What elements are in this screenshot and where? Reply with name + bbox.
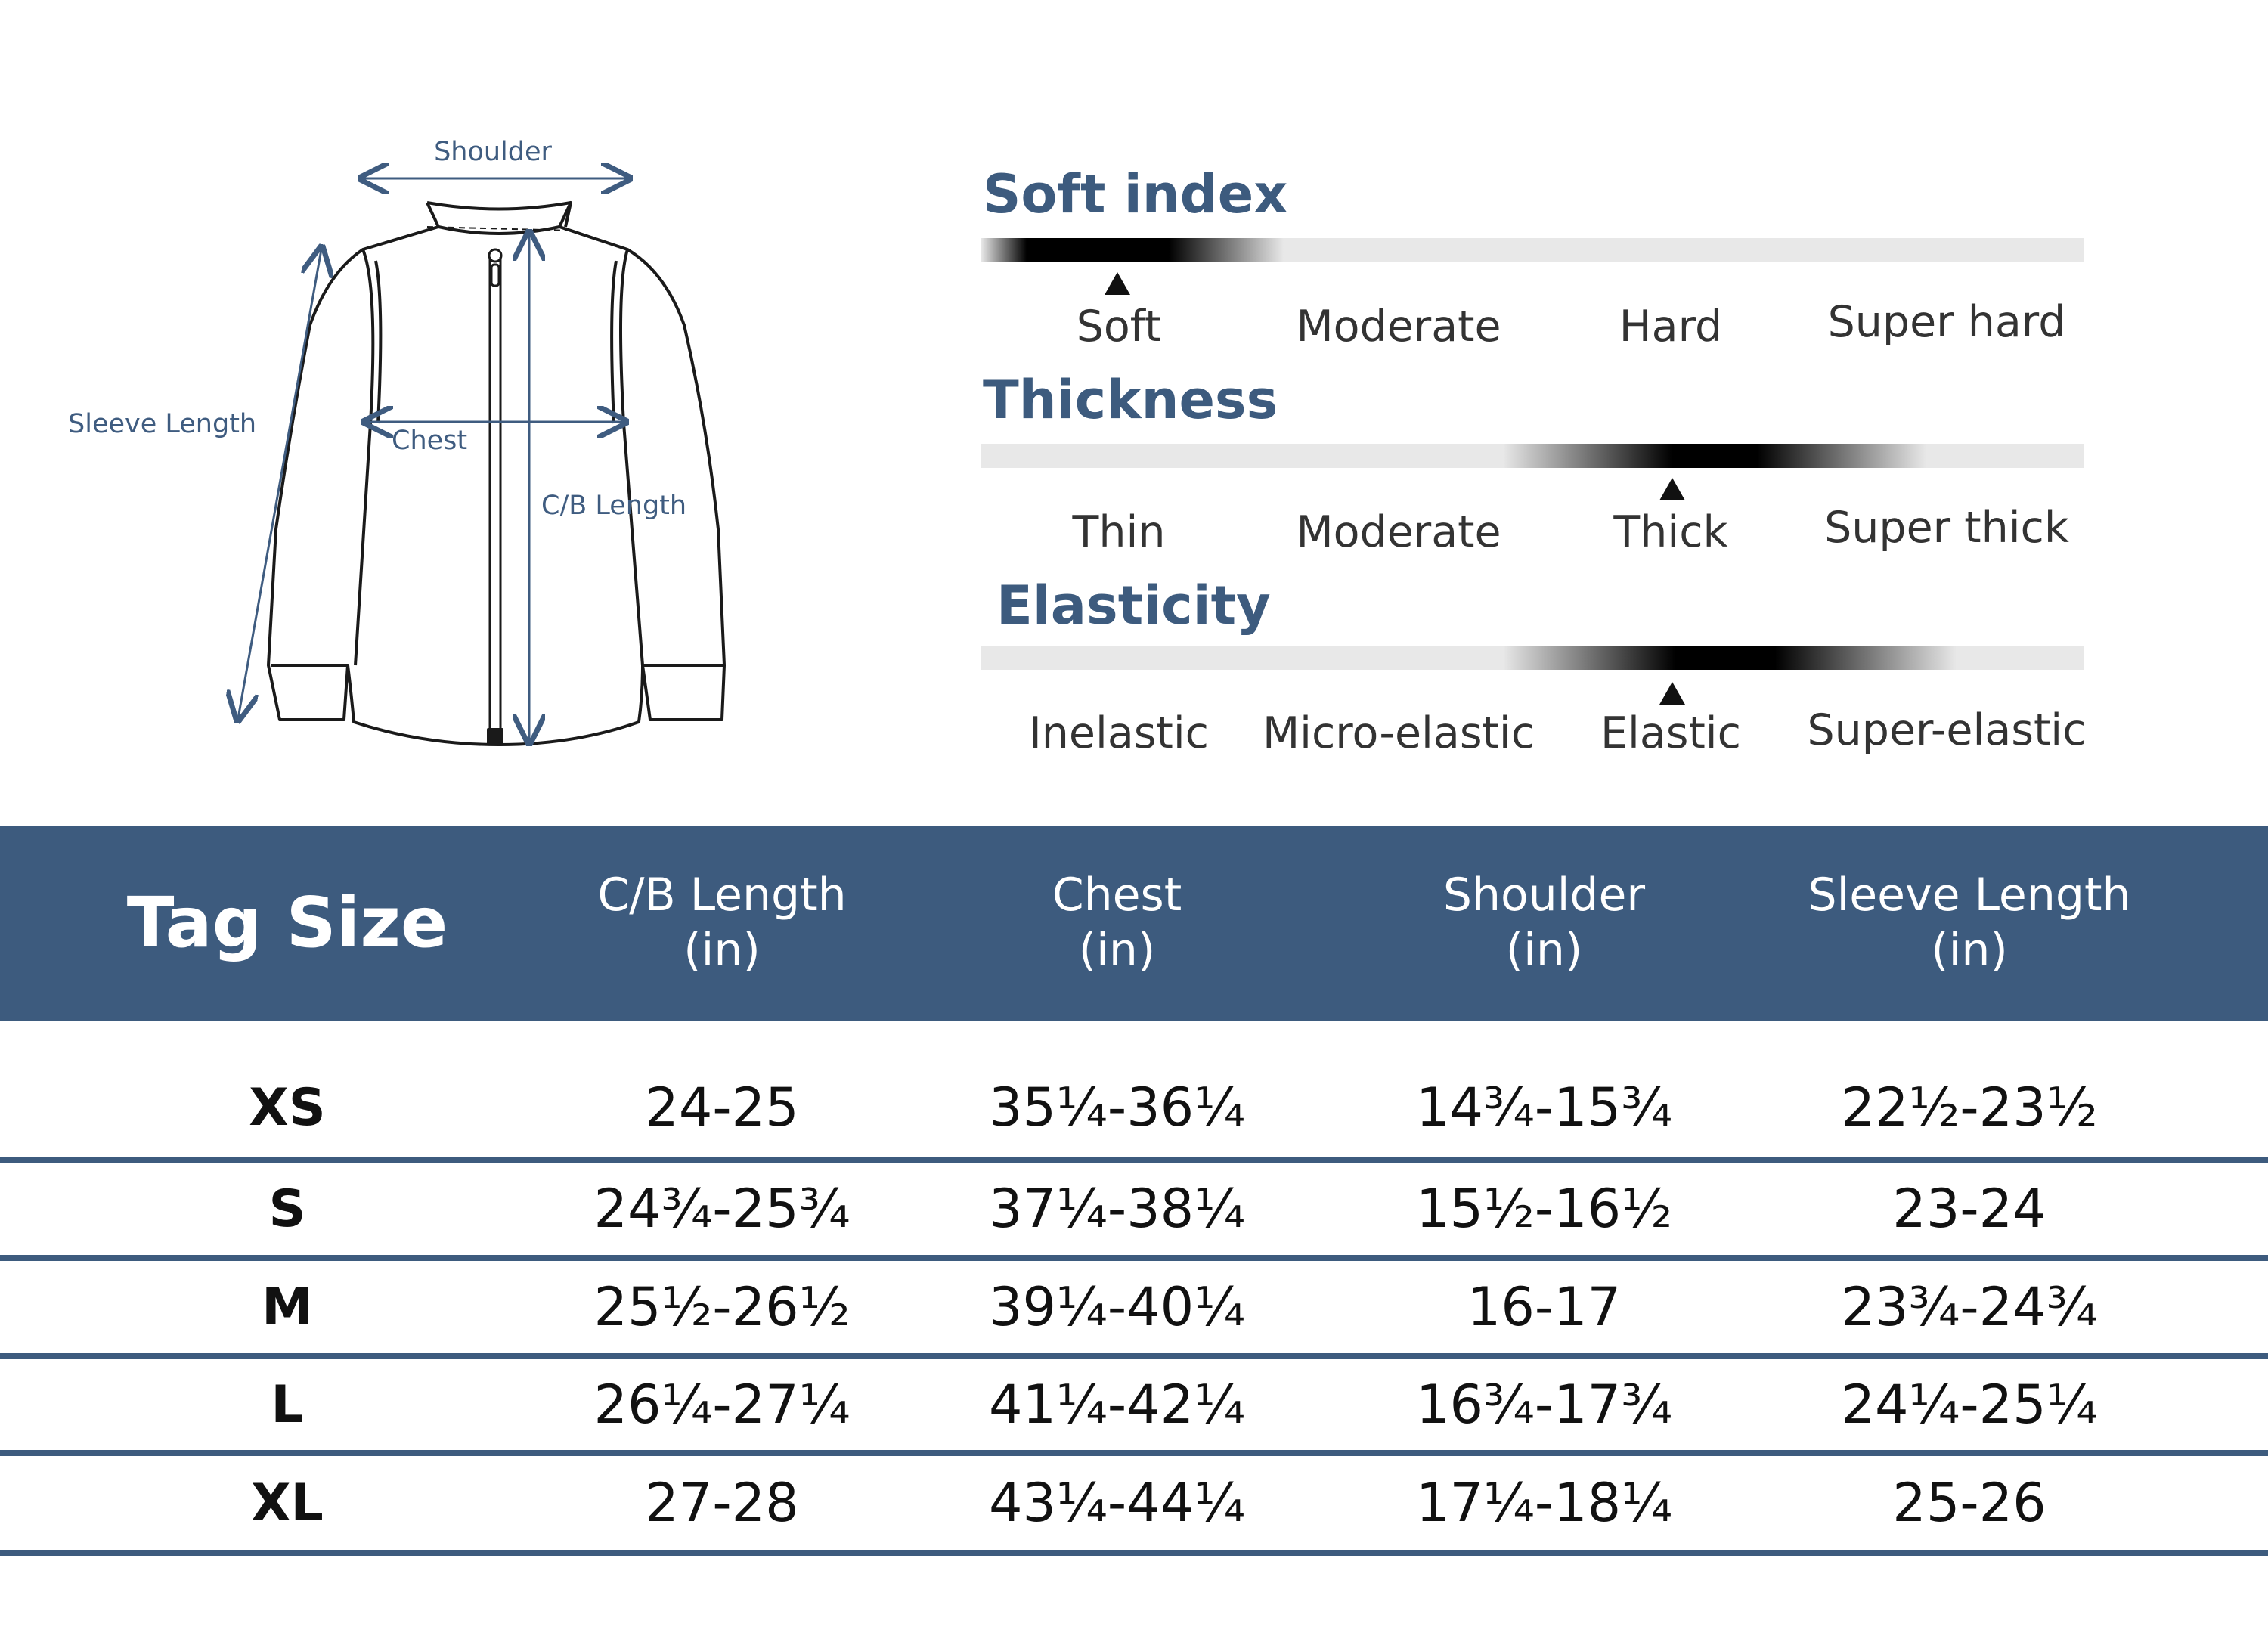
size-cell: M (262, 1277, 313, 1337)
sleeve-length-cell: 24¼-25¼ (1841, 1374, 2098, 1436)
elasticity-highlight (1503, 646, 1957, 670)
table-row: M 25½-26½ 39¼-40¼ 16-17 23¾-24¾ (0, 1261, 2268, 1353)
header-label: Sleeve Length (1808, 868, 2131, 922)
size-table-header: Tag Size C/B Length (in) Chest (in) Shou… (0, 826, 2268, 1021)
header-unit: (in) (1505, 924, 1583, 977)
chest-cell: 39¼-40¼ (988, 1276, 1246, 1338)
shoulder-cell: 16¾-17¾ (1415, 1374, 1673, 1436)
header-sleeve-length: Sleeve Length (in) (1769, 826, 2170, 1021)
header-unit: (in) (683, 924, 761, 977)
soft-index-marker (1105, 272, 1130, 295)
sleeve-length-cell: 22½-23½ (1841, 1077, 2098, 1139)
header-unit: (in) (1078, 924, 1156, 977)
size-cell: XS (249, 1077, 326, 1138)
header-label: Tag Size (126, 881, 448, 963)
row-divider (0, 1157, 2268, 1163)
size-cell: L (271, 1374, 304, 1435)
table-row: XS 24-25 35¼-36¼ 14¾-15¾ 22½-23½ (0, 1058, 2268, 1157)
cb-length-cell: 24-25 (645, 1077, 799, 1139)
thickness-highlight (1503, 444, 1926, 468)
row-divider (0, 1255, 2268, 1261)
soft-index-option: Super hard (1827, 297, 2066, 347)
shoulder-cell: 15½-16½ (1415, 1178, 1673, 1240)
sleeve-length-cell: 25-26 (1892, 1472, 2046, 1534)
chest-cell: 41¼-42¼ (988, 1374, 1246, 1436)
thickness-marker (1659, 478, 1685, 500)
table-row: XL 27-28 43¼-44¼ 17¼-18¼ 25-26 (0, 1456, 2268, 1550)
sleeve-length-cell: 23-24 (1892, 1178, 2046, 1240)
elasticity-bar (981, 646, 2084, 670)
elasticity-title: Elasticity (996, 575, 1271, 637)
row-divider (0, 1450, 2268, 1456)
elasticity-option: Elastic (1600, 708, 1741, 758)
row-divider (0, 1353, 2268, 1359)
size-cell: S (268, 1179, 306, 1239)
shoulder-cell: 17¼-18¼ (1415, 1472, 1673, 1534)
shoulder-label: Shoulder (434, 137, 552, 167)
header-cb-length: C/B Length (in) (529, 826, 915, 1021)
size-cell: XL (251, 1473, 324, 1533)
sleeve-length-cell: 23¾-24¾ (1841, 1276, 2098, 1338)
chest-cell: 35¼-36¼ (988, 1077, 1246, 1139)
thickness-index: Thickness Thin Moderate Thick Super thic… (975, 373, 2094, 578)
sleeve-length-label: Sleeve Length (68, 409, 256, 439)
soft-index-option: Moderate (1296, 302, 1501, 352)
jacket-outline (267, 201, 726, 746)
soft-index-bar (981, 238, 2084, 262)
header-label: C/B Length (597, 868, 847, 922)
header-chest: Chest (in) (915, 826, 1319, 1021)
cb-length-cell: 26¼-27¼ (593, 1374, 850, 1436)
elasticity-option: Inelastic (1029, 708, 1209, 758)
soft-index: Soft index Soft Moderate Hard Super hard (975, 168, 2094, 372)
header-label: Shoulder (1442, 868, 1646, 922)
thickness-title: Thickness (983, 369, 1278, 431)
table-row: L 26¼-27¼ 41¼-42¼ 16¾-17¾ 24¼-25¼ (0, 1359, 2268, 1450)
thickness-option: Super thick (1824, 503, 2069, 553)
chest-cell: 43¼-44¼ (988, 1472, 1246, 1534)
chest-label: Chest (392, 426, 467, 456)
soft-index-option: Hard (1619, 302, 1723, 352)
cb-length-label: C/B Length (541, 491, 686, 521)
shoulder-cell: 16-17 (1467, 1276, 1622, 1338)
row-divider (0, 1550, 2268, 1556)
elasticity-index: Elasticity Inelastic Micro-elastic Elast… (975, 579, 2094, 783)
shoulder-cell: 14¾-15¾ (1415, 1077, 1673, 1139)
thickness-option: Thin (1072, 507, 1166, 557)
soft-index-title: Soft index (983, 163, 1288, 225)
measure-lines (238, 178, 627, 741)
elasticity-marker (1659, 682, 1685, 705)
cb-length-cell: 27-28 (645, 1472, 799, 1534)
jacket-diagram: Shoulder Sleeve Length Chest C/B Length (68, 137, 726, 794)
header-shoulder: Shoulder (in) (1319, 826, 1769, 1021)
thickness-option: Moderate (1296, 507, 1501, 557)
elasticity-option: Micro-elastic (1262, 708, 1535, 758)
header-tag-size: Tag Size (45, 826, 529, 1021)
soft-index-option: Soft (1076, 302, 1162, 352)
thickness-bar (981, 444, 2084, 468)
cb-length-cell: 25½-26½ (593, 1276, 850, 1338)
header-unit: (in) (1931, 924, 2008, 977)
chest-cell: 37¼-38¼ (988, 1178, 1246, 1240)
elasticity-option: Super-elastic (1807, 705, 2087, 755)
soft-index-highlight (981, 238, 1284, 262)
cb-length-cell: 24¾-25¾ (593, 1178, 850, 1240)
table-row: S 24¾-25¾ 37¼-38¼ 15½-16½ 23-24 (0, 1163, 2268, 1255)
header-label: Chest (1052, 868, 1182, 922)
thickness-option: Thick (1613, 507, 1728, 557)
